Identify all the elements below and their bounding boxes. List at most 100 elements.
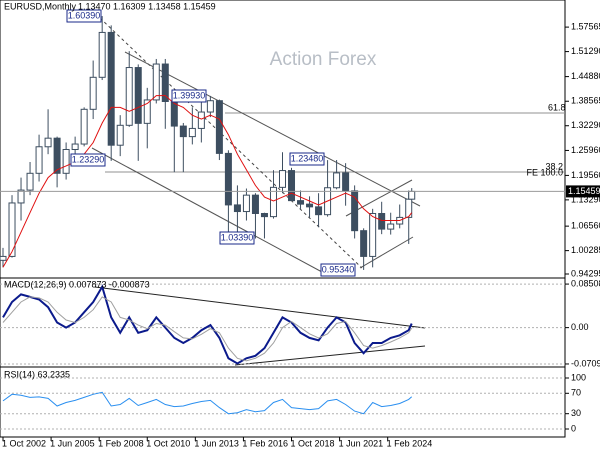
y-tick-label: 70 bbox=[571, 388, 581, 398]
trend-line bbox=[124, 51, 421, 207]
annotation-box bbox=[70, 153, 106, 167]
line-series bbox=[2, 391, 413, 415]
plot-frame bbox=[0, 0, 566, 438]
candle-body bbox=[378, 212, 386, 230]
candle-body bbox=[315, 206, 323, 216]
y-tick-label: 1.13290 bbox=[571, 194, 600, 204]
candle-body bbox=[233, 204, 241, 213]
y-tick-label: 0 bbox=[571, 423, 576, 433]
marks: 1.57565 1.51290 1.44880 1.38565 1.32290 1.259… bbox=[0, 9, 600, 448]
annotation: 1.23480 bbox=[291, 153, 324, 163]
annotation-box bbox=[66, 9, 102, 23]
candle-body bbox=[288, 170, 296, 202]
candle-body bbox=[116, 124, 124, 146]
candle-body bbox=[179, 125, 187, 138]
candle-body bbox=[242, 194, 250, 213]
y-tick-label: 1.57565 bbox=[571, 21, 600, 31]
panel-title: MACD(12,26,9) 0.007873 -0.000873 bbox=[4, 279, 150, 289]
x-tick-label: 1 Jun 2005 bbox=[50, 438, 95, 448]
ohlc-header: 1.13470 1.16309 1.13458 1.15459 bbox=[78, 1, 216, 11]
fib-label: FE 100.0 bbox=[526, 167, 563, 177]
annotation-box bbox=[219, 231, 255, 245]
y-tick-label: 1.00285 bbox=[571, 245, 600, 255]
candle-body bbox=[89, 76, 97, 110]
y-tick-label: 1.51290 bbox=[571, 46, 600, 56]
annotation-box bbox=[320, 263, 356, 277]
candle-body bbox=[360, 230, 368, 257]
candle-body bbox=[224, 152, 232, 206]
y-tick-label: 1.38565 bbox=[571, 96, 600, 106]
candle-body bbox=[35, 146, 43, 174]
x-tick-label: 1 Feb 2016 bbox=[242, 438, 288, 448]
y-tick-label: 1.25960 bbox=[571, 145, 600, 155]
x-tick-label: 1 Oct 2010 bbox=[146, 438, 190, 448]
candle-body bbox=[53, 137, 61, 174]
x-tick-label: 1 Oct 2018 bbox=[291, 438, 335, 448]
candle-body bbox=[98, 31, 106, 78]
y-tick-label: 100 bbox=[571, 372, 586, 382]
candle-body bbox=[188, 127, 196, 138]
candle-body bbox=[170, 100, 178, 127]
candle-body bbox=[0, 255, 7, 261]
candle-body bbox=[369, 212, 377, 257]
trend-line bbox=[94, 286, 426, 329]
annotation: 0.95340 bbox=[322, 264, 355, 274]
trend-line bbox=[359, 236, 414, 269]
candle-body bbox=[206, 100, 214, 113]
y-tick-label: -0.070977 bbox=[571, 358, 600, 368]
y-tick-label: 1.06560 bbox=[571, 221, 600, 231]
candle-body bbox=[152, 63, 160, 101]
annotation: 1.60390 bbox=[68, 10, 101, 20]
y-tick-label: 1.32290 bbox=[571, 120, 600, 130]
y-tick-label: 0.00 bbox=[571, 322, 589, 332]
candle-body bbox=[351, 190, 359, 232]
candle-body bbox=[387, 223, 395, 230]
x-tick-label: 1 Jun 2021 bbox=[339, 438, 384, 448]
price-label-box bbox=[566, 185, 600, 198]
candle-body bbox=[161, 63, 169, 102]
candle-body bbox=[134, 67, 142, 124]
candle-body bbox=[26, 172, 34, 191]
x-tick-label: 1 Oct 2002 bbox=[2, 438, 46, 448]
chart-title: EURUSD,Monthly bbox=[4, 1, 77, 11]
price-label: 1.15459 bbox=[568, 186, 600, 196]
x-tick-label: 1 Feb 2008 bbox=[98, 438, 144, 448]
candle-body bbox=[17, 189, 25, 204]
candle-body bbox=[306, 203, 314, 208]
candle-body bbox=[278, 170, 286, 188]
candle-body bbox=[269, 186, 277, 218]
candle-body bbox=[333, 172, 341, 189]
panel-title: RSI(14) 63.2335 bbox=[4, 369, 70, 379]
annotation-box bbox=[171, 89, 207, 103]
y-tick-label: 1.44880 bbox=[571, 71, 600, 81]
candle-body bbox=[62, 148, 70, 174]
y-tick-label: 30 bbox=[571, 408, 581, 418]
candle-body bbox=[342, 172, 350, 192]
candle-body bbox=[80, 108, 88, 145]
candle-body bbox=[197, 111, 205, 129]
line-series bbox=[2, 284, 413, 365]
y-tick-label: 0.085089 bbox=[571, 278, 600, 288]
candle-body bbox=[251, 194, 259, 214]
candle-body bbox=[260, 212, 268, 218]
candle-body bbox=[215, 100, 223, 154]
trend-line bbox=[234, 345, 426, 366]
candle-body bbox=[297, 200, 305, 205]
candle-body bbox=[125, 67, 133, 126]
candle-body bbox=[405, 198, 413, 218]
y-tick-label: 0.94295 bbox=[571, 268, 600, 278]
fib-label: 38.2 bbox=[545, 161, 563, 171]
annotation: 1.39930 bbox=[173, 90, 206, 100]
candle-body bbox=[71, 143, 79, 150]
annotation: 1.23290 bbox=[72, 154, 105, 164]
y-tick-label: 1.19560 bbox=[571, 170, 600, 180]
fib-label: 61.8 bbox=[548, 102, 566, 112]
candle-body bbox=[44, 137, 52, 148]
x-tick-label: 1 Jun 2013 bbox=[194, 438, 239, 448]
watermark: Action Forex bbox=[270, 49, 377, 70]
candle-body bbox=[408, 190, 416, 200]
candle-body bbox=[143, 99, 151, 124]
candle-body bbox=[107, 31, 115, 146]
candle-body bbox=[8, 202, 16, 257]
